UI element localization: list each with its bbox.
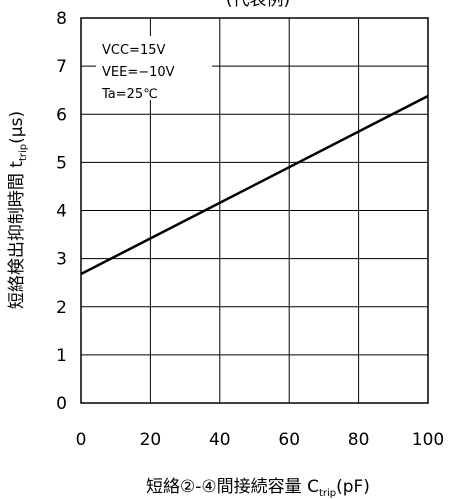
y-tick-label: 2: [56, 298, 67, 318]
x-tick-label: 20: [140, 430, 162, 450]
condition-vcc: VCC=15V: [102, 43, 165, 58]
x-tick-label: 40: [209, 430, 231, 450]
x-axis-title-main: 短絡②-④間接続容量 C: [146, 477, 319, 497]
y-axis-title-unit: (μs): [7, 111, 27, 144]
y-tick-label: 8: [56, 9, 67, 29]
y-tick-label: 4: [56, 202, 67, 222]
condition-vee: VEE=−10V: [102, 65, 175, 80]
y-axis-title-main: 短絡検出抑制時間 t: [7, 161, 27, 309]
x-tick-label: 0: [76, 430, 87, 450]
y-axis-title: 短絡検出抑制時間 ttrip(μs): [7, 111, 29, 309]
y-tick-label: 1: [56, 346, 67, 366]
y-tick-label: 0: [56, 394, 67, 414]
series-line: [80, 94, 429, 276]
y-tick-label: 7: [56, 57, 67, 77]
y-tick-label: 5: [56, 153, 67, 173]
series-layer: [80, 94, 429, 276]
conditions-box: VCC=15V VEE=−10V Ta=25℃: [96, 36, 212, 102]
condition-ta: Ta=25℃: [101, 87, 158, 102]
chart-title: (代表例): [226, 0, 290, 10]
x-axis-title-unit: (pF): [336, 477, 370, 497]
x-axis-title: 短絡②-④間接続容量 Ctrip(pF): [146, 477, 370, 499]
y-axis-title-subscript: trip: [18, 144, 29, 161]
y-tick-label: 3: [56, 250, 67, 270]
x-tick-label: 80: [348, 430, 370, 450]
x-axis-title-subscript: trip: [319, 488, 336, 499]
y-tick-label: 6: [56, 105, 67, 125]
x-tick-label: 100: [412, 430, 444, 450]
x-tick-label: 60: [278, 430, 300, 450]
tick-labels: 0 20 40 60 80 100 0 1 2 3 4 5 6 7 8: [56, 9, 444, 450]
conditions-box-background: [96, 36, 212, 100]
